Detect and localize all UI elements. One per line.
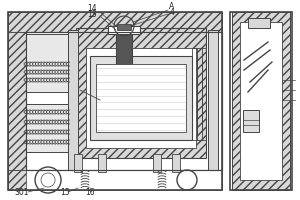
Text: 15: 15 (60, 188, 70, 197)
Bar (153, 154, 161, 172)
Bar (8, 12, 222, 32)
Bar (76, 28, 206, 158)
Text: 13: 13 (87, 10, 97, 19)
Text: A: A (169, 2, 175, 11)
Bar (230, 12, 292, 190)
Bar (68, 30, 78, 170)
Bar (26, 32, 222, 170)
Bar (26, 170, 222, 190)
Bar (26, 104, 78, 152)
Bar (90, 56, 192, 140)
Bar (8, 12, 222, 190)
Text: 16: 16 (85, 188, 95, 197)
Bar (208, 30, 218, 170)
Bar (232, 12, 290, 190)
Bar (26, 34, 78, 92)
Bar (86, 48, 196, 148)
Bar (117, 24, 131, 30)
Bar (108, 26, 140, 34)
Text: 4: 4 (169, 8, 174, 17)
Bar (116, 30, 132, 92)
Bar (172, 154, 180, 172)
Bar (240, 22, 282, 180)
Bar (8, 170, 222, 190)
Bar (243, 110, 259, 132)
Text: 14: 14 (87, 4, 97, 13)
Bar (96, 64, 186, 132)
Text: 301: 301 (15, 188, 29, 197)
Bar (248, 18, 270, 28)
Bar (26, 32, 222, 170)
Bar (98, 154, 106, 172)
Bar (8, 32, 26, 170)
Bar (74, 154, 82, 172)
